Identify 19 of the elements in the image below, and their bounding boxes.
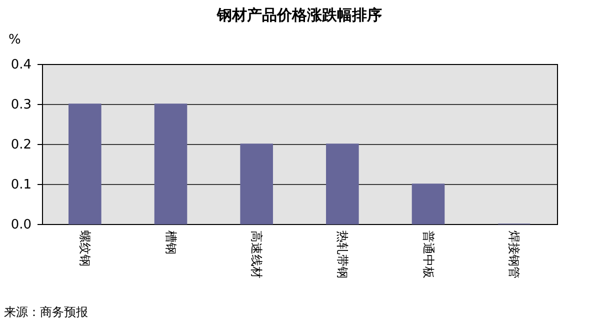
x-tick-label: 螺纹钢 [78, 230, 92, 266]
bar [412, 184, 445, 224]
y-tick-label: 0.3 [10, 98, 32, 112]
source-note: 来源：商务预报 [4, 304, 88, 321]
bar [326, 144, 359, 224]
x-tick-label: 高速线材 [250, 230, 264, 278]
x-tick-label: 普通中板 [421, 230, 436, 278]
y-tick-label: 0.0 [10, 218, 32, 232]
bar [68, 104, 102, 224]
bar [240, 144, 273, 224]
x-tick-label: 槽钢 [164, 230, 178, 254]
y-tick-label: 0.4 [10, 58, 32, 72]
chart-title: 钢材产品价格涨跌幅排序 [216, 6, 382, 24]
y-axis-title: % [8, 32, 21, 48]
x-tick-label: 热轧带钢 [335, 230, 350, 278]
y-tick-label: 0.2 [10, 138, 32, 152]
y-tick-label: 0.1 [10, 178, 32, 192]
bar [154, 104, 188, 224]
x-tick-label: 焊接钢管 [507, 230, 522, 278]
